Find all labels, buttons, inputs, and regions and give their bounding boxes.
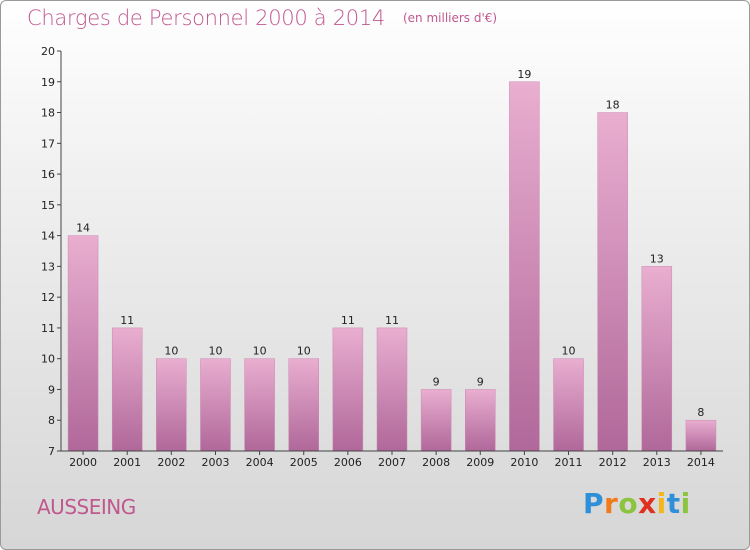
y-tick-label-17: 17 [41,137,55,150]
x-tick-label-2006: 2006 [334,456,362,469]
chart-unit-note: (en milliers d'€) [402,11,498,25]
x-tick-label-2008: 2008 [422,456,450,469]
y-tick-label-18: 18 [41,107,55,120]
x-tick-label-2010: 2010 [510,456,538,469]
bar-2009 [465,389,496,452]
bar-2007 [376,327,408,452]
bar-2003 [200,358,231,452]
x-tick-label-2011: 2011 [555,456,583,469]
data-label-2000: 14 [76,222,90,235]
data-label-2003: 10 [208,345,222,358]
bars-group: 14 11 10 10 10 10 11 11 9 9 19 10 18 13 8 [67,68,717,452]
bar-2010 [509,81,540,452]
chart-title: Charges de Personnel 2000 à 2014 [27,6,385,30]
data-label-2010: 19 [517,68,531,81]
bar-2001 [111,327,143,452]
y-tick-label-9: 9 [48,383,55,396]
data-label-2001: 11 [120,314,134,327]
y-tick-label-20: 20 [41,45,55,58]
commune-name: AUSSEING [37,495,136,519]
x-tick-label-2003: 2003 [201,456,229,469]
data-label-2007: 11 [385,314,399,327]
data-label-2014: 8 [697,406,704,419]
y-tick-label-13: 13 [41,260,55,273]
bar-2014 [685,419,717,452]
x-tick-label-2007: 2007 [378,456,406,469]
y-tick-label-8: 8 [48,414,55,427]
y-tick-label-16: 16 [41,168,55,181]
y-tick-label-19: 19 [41,76,55,89]
bar-2004 [244,358,275,452]
bar-2005 [288,358,319,452]
y-tick-label-10: 10 [41,353,55,366]
data-label-2004: 10 [253,345,267,358]
x-tick-label-2005: 2005 [290,456,318,469]
y-tick-label-15: 15 [41,199,55,212]
bar-2000 [67,235,99,452]
bar-2006 [332,327,364,452]
bar-2012 [597,112,628,452]
x-tick-label-2009: 2009 [466,456,494,469]
y-tick-label-7: 7 [48,445,55,458]
bar-2008 [420,389,452,452]
data-label-2002: 10 [164,345,178,358]
x-tick-label-2000: 2000 [69,456,97,469]
bar-2002 [156,358,187,452]
data-label-2013: 13 [650,252,664,265]
data-label-2012: 18 [606,99,620,112]
x-tick-label-2013: 2013 [643,456,671,469]
bar-2011 [553,358,584,452]
bar-2013 [641,266,673,452]
y-tick-label-11: 11 [41,322,55,335]
data-label-2011: 10 [562,345,576,358]
data-label-2009: 9 [477,375,484,388]
x-tick-label-2012: 2012 [599,456,627,469]
x-tick-label-2002: 2002 [157,456,185,469]
x-tick-label-2014: 2014 [687,456,715,469]
axes-group: 2000 2001 2002 2003 2004 2005 2006 2007 2008 2009… [41,45,723,469]
y-tick-label-14: 14 [41,230,55,243]
data-label-2005: 10 [297,345,311,358]
data-label-2006: 11 [341,314,355,327]
x-tick-label-2001: 2001 [113,456,141,469]
data-label-2008: 9 [433,375,440,388]
y-tick-label-12: 12 [41,291,55,304]
proxiti-logo[interactable]: Proxiti [583,487,691,520]
chart-title-block: Charges de Personnel 2000 à 2014 (en mill… [27,6,497,30]
x-tick-label-2004: 2004 [246,456,274,469]
